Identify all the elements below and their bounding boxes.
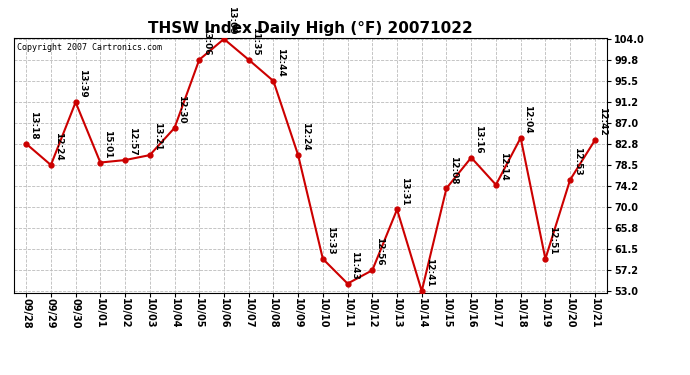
Text: 12:53: 12:53	[573, 147, 582, 176]
Text: 13:39: 13:39	[79, 69, 88, 98]
Text: 13:21: 13:21	[152, 122, 161, 151]
Text: 12:42: 12:42	[598, 107, 607, 136]
Text: 15:01: 15:01	[103, 130, 112, 158]
Text: 12:51: 12:51	[548, 226, 557, 255]
Text: Copyright 2007 Cartronics.com: Copyright 2007 Cartronics.com	[17, 43, 161, 52]
Text: 12:04: 12:04	[524, 105, 533, 134]
Text: 12:56: 12:56	[375, 237, 384, 266]
Text: 15:33: 15:33	[326, 226, 335, 255]
Text: 13:06: 13:06	[202, 27, 211, 56]
Text: 13:16: 13:16	[474, 125, 483, 153]
Text: 12:14: 12:14	[499, 152, 508, 181]
Text: 13:09: 13:09	[227, 6, 236, 35]
Text: 12:44: 12:44	[276, 48, 285, 77]
Text: 13:18: 13:18	[29, 111, 38, 140]
Text: 12:24: 12:24	[54, 132, 63, 161]
Text: 11:35: 11:35	[251, 27, 260, 56]
Text: 12:41: 12:41	[424, 258, 433, 287]
Text: 12:08: 12:08	[449, 156, 458, 184]
Text: 13:31: 13:31	[400, 177, 408, 205]
Text: 12:30: 12:30	[177, 95, 186, 124]
Title: THSW Index Daily High (°F) 20071022: THSW Index Daily High (°F) 20071022	[148, 21, 473, 36]
Text: 11:43: 11:43	[351, 251, 359, 279]
Text: 12:57: 12:57	[128, 127, 137, 156]
Text: 12:24: 12:24	[301, 122, 310, 151]
